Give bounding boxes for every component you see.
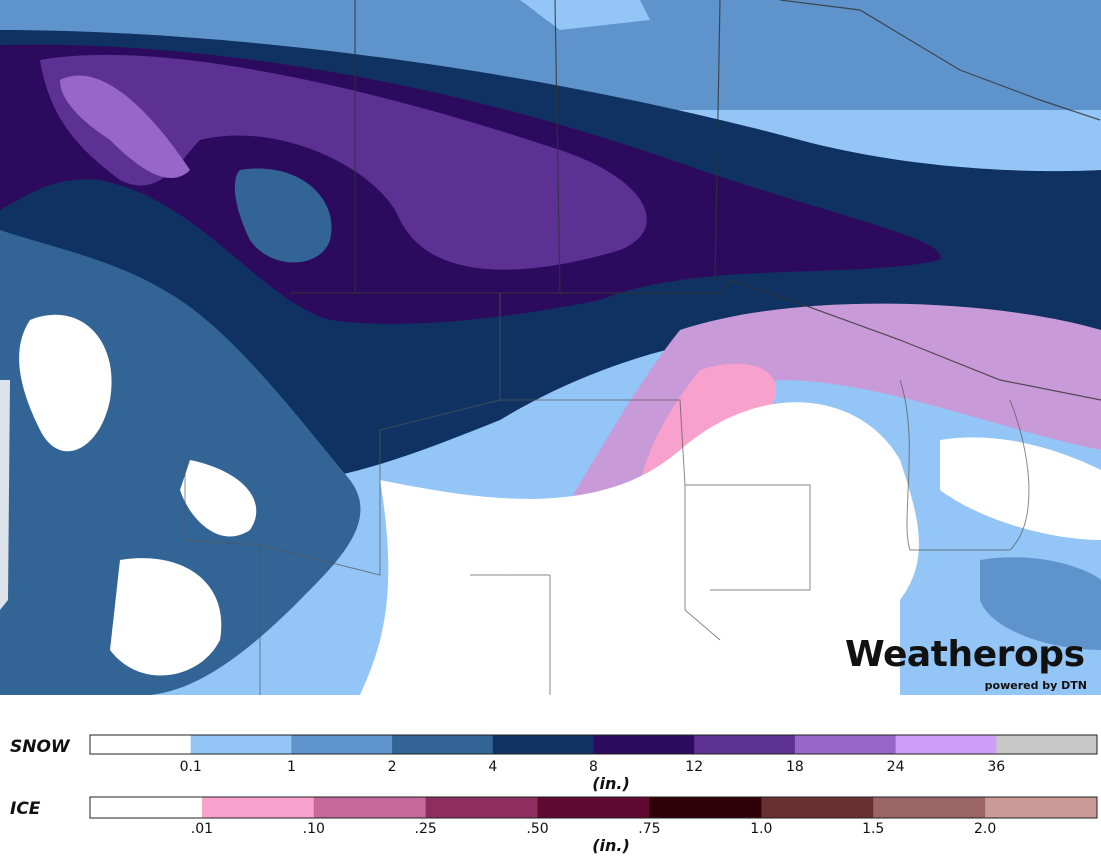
legend-swatch (593, 735, 695, 754)
legend-tick-label: 1.0 (750, 821, 772, 837)
legend-swatch (794, 735, 897, 754)
legend-swatch (996, 735, 1098, 754)
legend-swatch (761, 797, 874, 818)
legend-tick-label: .25 (415, 821, 437, 837)
legend-tick-label: 4 (488, 759, 497, 775)
logo: Weatherops powered by DTN (845, 634, 1087, 692)
legend-swatch (649, 797, 762, 818)
legend-swatch (392, 735, 494, 754)
legend-title: ICE (10, 799, 41, 819)
legend-swatch (985, 797, 1098, 818)
legend-swatch (492, 735, 594, 754)
legend-title: SNOW (10, 737, 71, 757)
legend-tick-label: .50 (526, 821, 548, 837)
legend-swatch (895, 735, 997, 754)
legend-unit: (in.) (592, 836, 630, 855)
legend-tick-label: 18 (786, 759, 804, 775)
map: Weatherops powered by DTN (0, 0, 1101, 695)
legend-swatch (90, 735, 192, 754)
legend-swatch (694, 735, 796, 754)
legend-tick-label: 2 (388, 759, 397, 775)
legend-swatch (873, 797, 986, 818)
legend-swatch (90, 797, 203, 818)
legend-swatch (201, 797, 315, 818)
legend-tick-label: .01 (191, 821, 213, 837)
legend-tick-label: 0.1 (180, 759, 202, 775)
legend-tick-label: 1.5 (862, 821, 884, 837)
legend-frame (89, 734, 1098, 755)
legend-unit: (in.) (592, 774, 630, 793)
legend-swatch (190, 735, 292, 754)
logo-name: Weatherops (845, 634, 1085, 675)
legend-swatch (425, 797, 539, 818)
legend-tick-label: .75 (638, 821, 660, 837)
legend-tick-label: 2.0 (974, 821, 996, 837)
legend-swatch (313, 797, 427, 818)
legend-frame (89, 796, 1098, 819)
logo-tagline: powered by DTN (985, 679, 1087, 692)
legend-tick-label: 24 (887, 759, 905, 775)
legend-tick-label: 1 (287, 759, 296, 775)
legend-tick-label: 36 (987, 759, 1005, 775)
legend-tick-label: 12 (685, 759, 703, 775)
legend-tick-label: .10 (303, 821, 325, 837)
legend-tick-label: 8 (589, 759, 598, 775)
legend-swatch (537, 797, 650, 818)
legend-swatch (291, 735, 393, 754)
